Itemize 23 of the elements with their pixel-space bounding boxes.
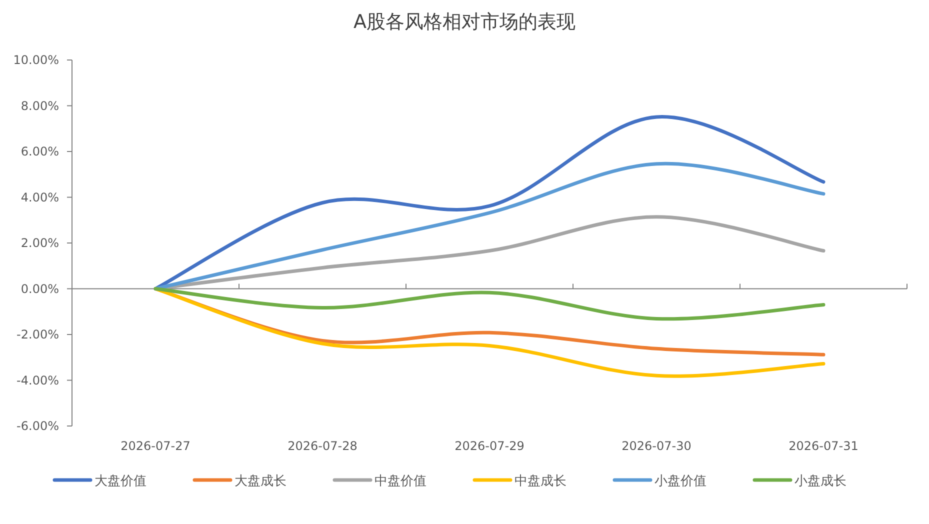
x-tick-label: 2026-07-27 bbox=[120, 439, 190, 453]
line-series bbox=[154, 162, 826, 290]
legend-label: 中盘价值 bbox=[374, 474, 426, 489]
y-tick-label: 4.00% bbox=[20, 190, 59, 204]
chart-title: A股各风格相对市场的表现 bbox=[354, 11, 576, 33]
x-tick-label: 2026-07-30 bbox=[622, 439, 692, 453]
y-tick-label: 10.00% bbox=[13, 53, 59, 67]
legend-label: 大盘成长 bbox=[234, 474, 286, 489]
x-tick-label: 2026-07-28 bbox=[288, 439, 358, 453]
y-tick-label: -4.00% bbox=[16, 373, 59, 388]
legend-label: 大盘价值 bbox=[94, 474, 146, 489]
line-series bbox=[154, 287, 826, 321]
legend-label: 小盘价值 bbox=[654, 474, 706, 489]
y-tick-label: 0.00% bbox=[20, 282, 59, 296]
y-tick-label: 6.00% bbox=[20, 144, 59, 158]
y-tick-label: 2.00% bbox=[20, 236, 59, 250]
y-tick-label: -2.00% bbox=[16, 328, 59, 342]
y-tick-label: -6.00% bbox=[16, 419, 59, 433]
legend-label: 中盘成长 bbox=[514, 474, 566, 489]
x-tick-label: 2026-07-31 bbox=[788, 439, 858, 453]
x-tick-label: 2026-07-29 bbox=[454, 439, 524, 453]
legend-label: 小盘成长 bbox=[794, 474, 846, 489]
y-tick-label: 8.00% bbox=[20, 98, 59, 113]
